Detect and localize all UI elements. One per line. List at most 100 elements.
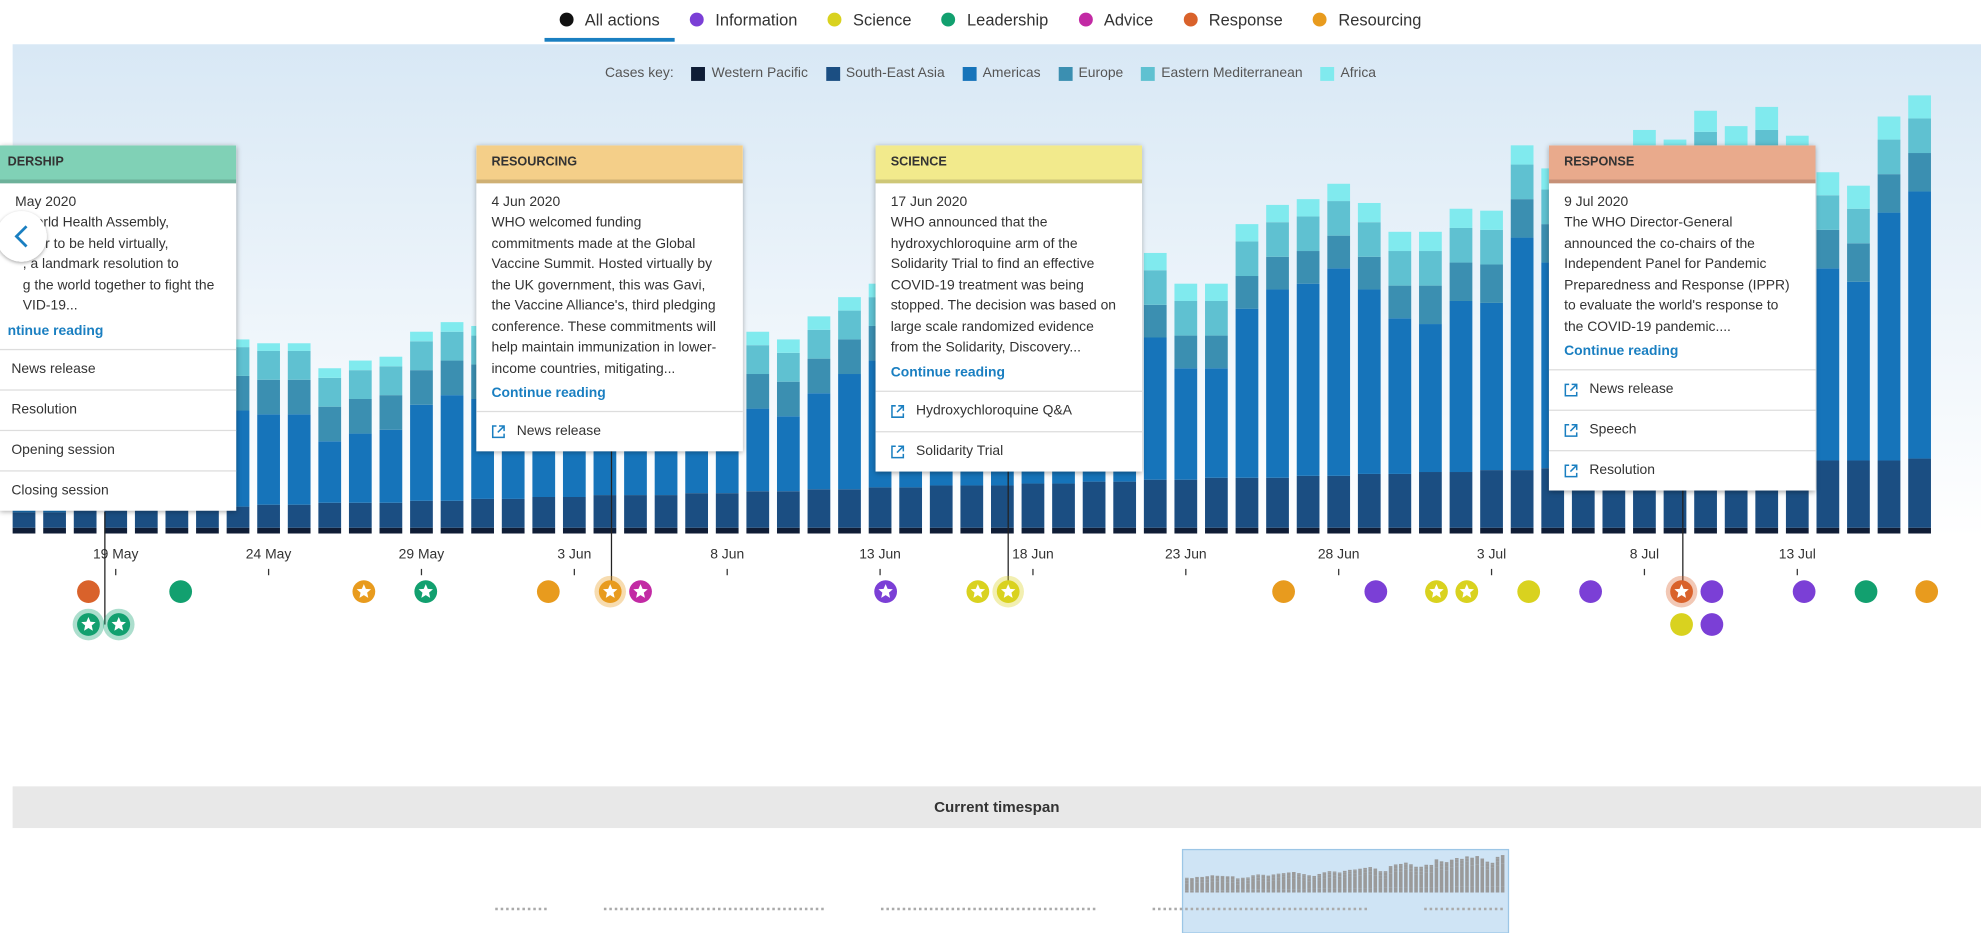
event-dot[interactable] <box>1792 580 1816 604</box>
mini-bar-segment <box>1434 867 1439 888</box>
mini-bar-segment <box>1276 873 1281 875</box>
mini-bar-segment <box>1195 877 1199 880</box>
event-dot[interactable] <box>1854 580 1878 604</box>
event-dot[interactable] <box>1579 580 1602 604</box>
filter-label: Response <box>1208 9 1283 29</box>
card-text: the COVID-19 pandemic.... <box>1564 319 1731 335</box>
mini-bar-segment <box>1251 875 1255 877</box>
mini-bar-segment <box>1353 888 1357 893</box>
continue-reading[interactable]: Continue reading <box>491 385 606 401</box>
event-dot[interactable] <box>1364 580 1388 604</box>
event-dot[interactable] <box>169 580 193 604</box>
mini-bar-segment <box>1281 889 1286 893</box>
event-dot[interactable] <box>1517 580 1541 604</box>
bar-segment <box>257 504 280 528</box>
mini-bar-segment <box>1235 881 1240 885</box>
mini-event <box>1353 907 1357 911</box>
event-dot[interactable] <box>1670 613 1693 636</box>
mini-bar-segment <box>1358 875 1362 889</box>
bar-segment <box>257 379 280 415</box>
mini-bar-segment <box>1230 876 1235 880</box>
card-text: WHO welcomed funding <box>491 214 642 231</box>
mini-bar-segment <box>1378 875 1383 879</box>
card-link[interactable]: Resolution <box>1548 450 1816 490</box>
card-text: the UK government, this was Gavi, <box>491 277 706 293</box>
card-text: help maintain immunization in lower- <box>491 340 717 356</box>
bar-segment <box>1449 472 1473 528</box>
mini-bar-segment <box>1322 878 1327 889</box>
bar-segment <box>1143 527 1167 534</box>
bar-segment <box>1816 268 1840 461</box>
mini-bar-segment <box>1348 869 1352 872</box>
bar-segment <box>1296 199 1320 217</box>
card-link[interactable]: Closing session <box>0 469 237 510</box>
bar-segment <box>1510 470 1534 528</box>
bar-segment <box>410 370 433 405</box>
mini-bar-segment <box>1322 873 1327 876</box>
event-dot[interactable] <box>536 580 560 604</box>
mini-event <box>696 907 699 911</box>
event-dot[interactable] <box>1272 580 1295 604</box>
card-link[interactable]: Opening session <box>0 429 237 469</box>
event-dot[interactable] <box>1700 580 1724 604</box>
mini-bar-segment <box>1271 875 1276 878</box>
mini-bar-segment <box>1409 871 1413 888</box>
filter-button[interactable]: Response <box>1168 0 1298 38</box>
bar-segment <box>1143 304 1167 338</box>
mini-bar-segment <box>1388 870 1393 874</box>
mini-event <box>1440 907 1444 911</box>
continue-reading[interactable]: Continue reading <box>1564 343 1679 360</box>
mini-event <box>810 907 813 911</box>
mini-bar-segment <box>1271 877 1276 881</box>
mini-bar-segment <box>1286 875 1291 879</box>
bar-segment <box>1480 470 1503 528</box>
mini-event <box>957 907 960 911</box>
event-dot[interactable] <box>77 580 100 604</box>
mini-bar-segment <box>1271 889 1276 893</box>
bar-segment <box>776 527 800 534</box>
back-button-group[interactable] <box>0 211 47 262</box>
mini-bar-segment <box>1225 879 1230 883</box>
bar-segment <box>1266 222 1289 257</box>
card-link[interactable]: Solidarity Trial <box>875 430 1143 470</box>
mini-bar-segment <box>1281 879 1286 890</box>
continue-reading[interactable]: ntinue reading <box>7 323 104 339</box>
mini-bar-segment <box>1383 887 1388 893</box>
filter-button[interactable]: Science <box>813 0 927 38</box>
bar-segment <box>1235 224 1259 242</box>
bar-segment <box>1694 527 1717 534</box>
card-link[interactable]: Resolution <box>0 388 237 429</box>
mini-bar-segment <box>1409 868 1413 872</box>
card-link[interactable]: News release <box>476 410 743 451</box>
bar-segment <box>1510 164 1534 200</box>
filter-button[interactable]: Advice <box>1063 0 1168 38</box>
card-link[interactable]: Speech <box>1548 409 1816 450</box>
x-tick-label: 3 Jul <box>1477 546 1506 562</box>
mini-bar-segment <box>1307 876 1311 879</box>
mini-event <box>1223 907 1226 911</box>
event-dot[interactable] <box>1700 613 1724 636</box>
event-dot[interactable] <box>1915 580 1939 604</box>
continue-reading[interactable]: Continue reading <box>890 364 1005 380</box>
bar-segment <box>1327 183 1351 202</box>
filter-button[interactable]: Leadership <box>927 0 1064 38</box>
filter-button[interactable]: Information <box>675 0 813 38</box>
mini-bar-segment <box>1475 864 1479 887</box>
card-link[interactable]: News release <box>1548 369 1816 409</box>
filter-button[interactable]: All actions <box>544 0 676 42</box>
bar-segment <box>379 429 403 503</box>
card-link[interactable]: News release <box>0 348 237 388</box>
mini-bar-segment <box>1297 873 1301 875</box>
card-link[interactable]: Hydroxychloroquine Q&A <box>875 390 1143 430</box>
back-button-layer <box>0 211 47 262</box>
bar-segment <box>746 491 770 528</box>
card-text: large scale randomized evidence <box>890 319 1094 335</box>
filter-button[interactable]: Resourcing <box>1298 0 1437 38</box>
mini-bar-segment <box>1342 870 1347 873</box>
mini-event <box>1315 907 1319 911</box>
mini-bar-segment <box>1302 889 1306 893</box>
bar-segment <box>1602 527 1626 534</box>
back-button[interactable] <box>0 211 47 262</box>
mini-event <box>652 907 656 911</box>
bar-segment <box>501 527 525 534</box>
